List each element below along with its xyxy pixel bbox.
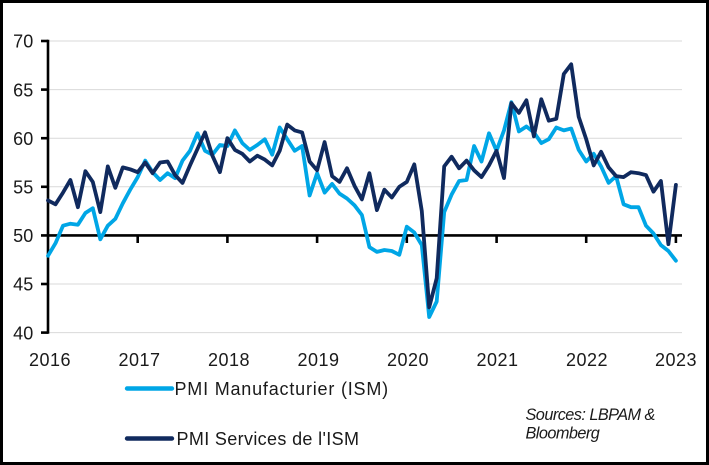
svg-text:2020: 2020 bbox=[387, 350, 429, 370]
svg-text:2017: 2017 bbox=[118, 350, 160, 370]
svg-text:65: 65 bbox=[13, 80, 33, 100]
svg-text:PMI Services de l'ISM: PMI Services de l'ISM bbox=[177, 429, 360, 449]
svg-text:55: 55 bbox=[13, 178, 33, 198]
svg-text:Sources: LBPAM &: Sources: LBPAM & bbox=[526, 406, 655, 424]
svg-text:2016: 2016 bbox=[29, 350, 71, 370]
svg-text:PMI Manufacturier (ISM): PMI Manufacturier (ISM) bbox=[175, 379, 389, 399]
svg-text:60: 60 bbox=[13, 129, 33, 149]
svg-text:2023: 2023 bbox=[655, 350, 697, 370]
svg-text:2018: 2018 bbox=[208, 350, 250, 370]
svg-text:45: 45 bbox=[13, 275, 33, 295]
svg-text:2021: 2021 bbox=[476, 350, 518, 370]
svg-text:Bloomberg: Bloomberg bbox=[526, 425, 600, 443]
svg-text:50: 50 bbox=[13, 226, 33, 246]
svg-text:70: 70 bbox=[13, 32, 33, 52]
svg-text:2019: 2019 bbox=[297, 350, 339, 370]
svg-text:40: 40 bbox=[13, 323, 33, 343]
svg-text:2022: 2022 bbox=[566, 350, 608, 370]
